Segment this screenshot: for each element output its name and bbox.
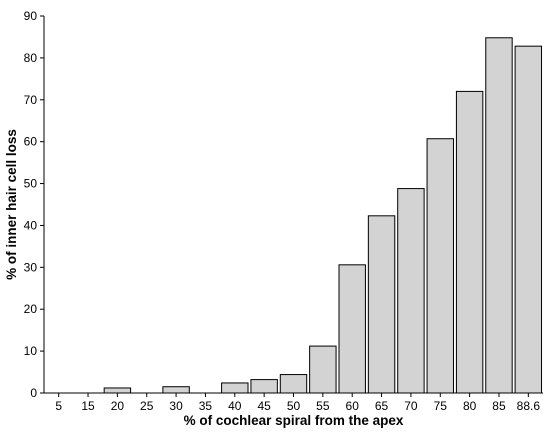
x-tick-label: 85 [492,399,506,413]
x-tick-label: 35 [199,399,213,413]
bar-85 [485,37,513,394]
x-tick-label: 30 [169,399,183,413]
x-tick-label: 65 [375,399,389,413]
x-ticks-group: 5 15 20 25 30 35 40 45 50 55 60 65 70 75 80 85 88.6 [55,393,540,413]
x-tick-label: 75 [434,399,448,413]
bar-40 [221,382,249,394]
y-tick-label: 30 [24,260,38,274]
y-ticks-group: 0 10 20 30 40 50 60 70 80 90 [24,9,44,400]
x-tick-label: 50 [287,399,301,413]
y-tick-label: 70 [24,93,38,107]
bar-50 [279,374,308,394]
x-tick-label: 15 [81,399,95,413]
bar-55 [309,345,337,394]
y-tick-label: 20 [24,302,38,316]
x-tick-label: 45 [257,399,271,413]
bar-45 [250,379,278,394]
y-axis-title: % of inner hair cell loss [4,129,19,280]
bar-88.6 [514,45,543,394]
x-tick-label: 5 [55,399,62,413]
y-tick-label: 40 [24,218,38,232]
x-tick-label: 88.6 [517,399,541,413]
y-tick-label: 60 [24,135,38,149]
x-tick-label: 25 [140,399,154,413]
y-tick-label: 90 [24,9,38,23]
x-axis-title: % of cochlear spiral from the apex [184,413,404,428]
x-tick-label: 70 [404,399,418,413]
bar-80 [455,90,484,394]
bar-60 [338,264,366,394]
bar-70 [397,188,425,394]
bar-30 [162,386,190,394]
y-tick-label: 50 [24,177,38,191]
bar-20 [103,387,132,394]
y-tick-label: 0 [30,386,37,400]
y-tick-label: 10 [24,344,38,358]
x-tick-label: 20 [111,399,125,413]
x-tick-label: 55 [316,399,330,413]
x-tick-label: 40 [228,399,242,413]
y-tick-label: 80 [24,51,38,65]
bar-75 [426,138,454,394]
bar-65 [367,215,396,394]
x-tick-label: 60 [346,399,360,413]
x-tick-label: 80 [463,399,477,413]
bars-group [103,37,543,394]
